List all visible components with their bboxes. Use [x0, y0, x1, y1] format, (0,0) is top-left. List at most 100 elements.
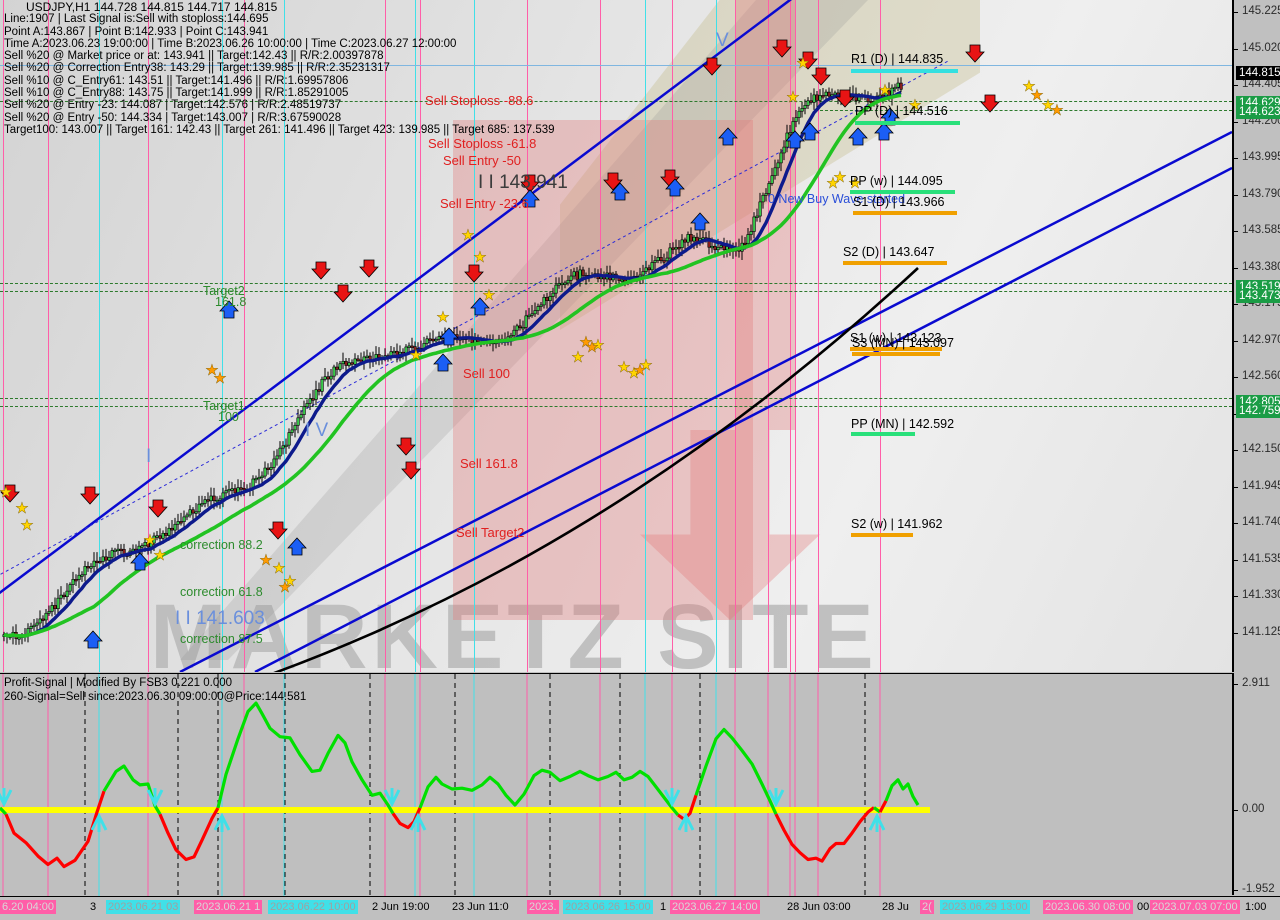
time-axis-label: 28 Ju	[882, 901, 909, 913]
profit-signal-oscillator	[0, 674, 930, 896]
time-axis-label: 2023.06.27 14:00	[670, 900, 760, 914]
annotation-1618: 161.8	[215, 295, 247, 309]
indicator-axis-label: 2.911	[1242, 677, 1270, 689]
axis-tick	[1234, 559, 1238, 561]
axis-label: 144.405	[1242, 78, 1280, 90]
wave-label-II-high: I I 143.941	[478, 172, 568, 193]
pivot-label-s1-w: S1 (w) | 143.123	[850, 331, 942, 345]
indicator-header: Profit-Signal | Modified By FSB3 0.221 0…	[4, 676, 306, 704]
axis-tick	[1234, 12, 1238, 13]
current-price-label: 144.815	[1236, 66, 1280, 80]
pivot-label-s2-d: S2 (D) | 143.647	[843, 245, 935, 259]
header-line-1: Point A:143.867 | Point B:142.933 | Poin…	[4, 25, 269, 38]
pivot-label-pp-mn: PP (MN) | 142.592	[851, 417, 955, 431]
svg-text:★: ★	[1041, 97, 1054, 114]
indicator-line-1: Profit-Signal | Modified By FSB3 0.221 0…	[4, 677, 233, 689]
axis-tick	[1234, 684, 1238, 685]
level-price-label: 144.623	[1236, 105, 1280, 119]
pivot-label-s3-mn: S3 (MN) | 143.097	[852, 336, 954, 350]
axis-label: 141.125	[1242, 625, 1280, 638]
axis-label: 143.790	[1242, 187, 1280, 200]
chart-title: USDJPY,H1 144.728 144.815 144.717 144.81…	[26, 0, 278, 14]
annotation-sell-stoploss-886: Sell Stoploss -88.6	[425, 93, 534, 108]
axis-tick	[1234, 304, 1238, 305]
time-axis[interactable]: 6.20 04:00 3 2023.06.21 03 2023.06.21 1 2023…	[0, 896, 1280, 920]
chart-header: USDJPY,H1 144.728 144.815 144.717 144.81…	[4, 1, 555, 136]
header-line-6: Sell %10 @ C_Entry88: 143.75 || Target:1…	[4, 87, 349, 100]
axis-tick	[1234, 194, 1238, 196]
annotation-100: 100	[218, 410, 239, 424]
level-price-label: 142.759	[1236, 404, 1280, 418]
annotation-correction-875: correction 87.5	[180, 632, 263, 646]
pivot-bar-s3-mn	[852, 352, 940, 356]
header-line-9: Target100: 143.007 || Target 161: 142.43…	[4, 123, 555, 136]
axis-label: 141.740	[1242, 516, 1280, 528]
axis-tick	[1234, 486, 1238, 488]
price-axis[interactable]: 145.225 145.020 144.405 144.200 143.995 143.7…	[1232, 0, 1280, 672]
wave-label-I: I	[146, 446, 152, 467]
indicator-line-2: 260-Signal=Sell since:2023.06.30 09:00:0…	[4, 691, 307, 703]
time-axis-label: 2023.	[527, 900, 559, 914]
axis-tick	[1234, 890, 1238, 891]
header-line-3: Sell %20 @ Market price or at: 143.941 |…	[4, 50, 384, 63]
time-axis-label: 2023.06.29 13:00	[940, 900, 1030, 914]
wave-label-II-low: I I 141.603	[175, 608, 265, 629]
axis-tick	[1234, 48, 1238, 50]
time-axis-label: 6.20 04:00	[0, 900, 56, 914]
axis-tick	[1234, 231, 1238, 232]
annotation-sell-stoploss-618: Sell Stoploss -61.8	[428, 136, 537, 151]
annotation-target2: Target2	[203, 284, 245, 298]
annotation-correction-882: correction 88.2	[180, 538, 263, 552]
svg-text:★: ★	[436, 309, 449, 326]
axis-tick	[1234, 85, 1238, 86]
header-line-5: Sell %10 @ C_Entry61: 143.51 || Target:1…	[4, 74, 349, 87]
annotation-sell-1618: Sell 161.8	[460, 456, 518, 471]
axis-tick	[1234, 158, 1238, 159]
time-axis-label: 3	[90, 901, 97, 913]
pivot-bar-pp-mn	[851, 432, 915, 436]
indicator-axis[interactable]: 2.911 0.00 -1.952	[1232, 673, 1280, 895]
time-axis-label: 23 Jun 11:0	[452, 901, 509, 913]
pivot-label-pp-d: PP (D) | 144.516	[855, 104, 948, 118]
axis-tick	[1234, 377, 1238, 378]
target-line	[0, 291, 1232, 292]
indicator-axis-label: -1.952	[1242, 883, 1275, 895]
svg-text:★: ★	[833, 169, 846, 186]
axis-tick	[1234, 340, 1238, 342]
svg-text:★: ★	[1022, 78, 1035, 95]
svg-text:★: ★	[826, 175, 839, 192]
svg-text:★: ★	[143, 532, 156, 549]
axis-tick	[1234, 596, 1238, 597]
axis-tick	[1234, 810, 1238, 811]
header-line-7: Sell %20 @ Entry -23: 144.087 | Target:1…	[4, 99, 342, 112]
target-line	[0, 398, 1232, 399]
svg-text:★: ★	[20, 517, 33, 534]
time-axis-label: 2023.07.03 07:00	[1150, 900, 1240, 914]
axis-label: 141.330	[1242, 589, 1280, 601]
axis-label: 141.535	[1242, 552, 1280, 565]
wave-label-V: V	[716, 30, 729, 51]
annotation-target1: Target1	[203, 399, 245, 413]
axis-tick	[1234, 523, 1238, 524]
axis-label: 145.225	[1242, 5, 1280, 17]
pivot-bar-s1-d	[853, 211, 957, 215]
pivot-bar-s2-d	[843, 261, 947, 265]
pivot-label-s2-w: S2 (w) | 141.962	[851, 517, 943, 531]
time-axis-label: 2(	[920, 900, 934, 914]
annotation-sell-100: Sell 100	[463, 366, 510, 381]
time-axis-label: 28 Jun 03:00	[787, 901, 851, 913]
time-axis-label: 1:00	[1245, 901, 1267, 913]
header-line-4: Sell %20 @ Correction Entry38: 143.29 ||…	[4, 62, 390, 75]
time-axis-label: 2 Jun 19:00	[372, 901, 430, 913]
svg-text:★: ★	[153, 547, 166, 564]
annotation-sell-entry-50: Sell Entry -50	[443, 153, 522, 168]
price-pane[interactable]: MARKETZ SITE	[0, 0, 1232, 672]
indicator-pane[interactable]: Profit-Signal | Modified By FSB3 0.221 0…	[0, 673, 1232, 896]
time-axis-label: 2023.06.26 15:00	[563, 900, 653, 914]
svg-text:★: ★	[0, 484, 13, 501]
pivot-bar-r1-d	[851, 69, 958, 73]
svg-text:★: ★	[213, 370, 226, 387]
time-axis-label: 2023.06.30 08:00	[1043, 900, 1133, 914]
header-line-0: Line:1907 | Last Signal is:Sell with sto…	[4, 13, 269, 26]
